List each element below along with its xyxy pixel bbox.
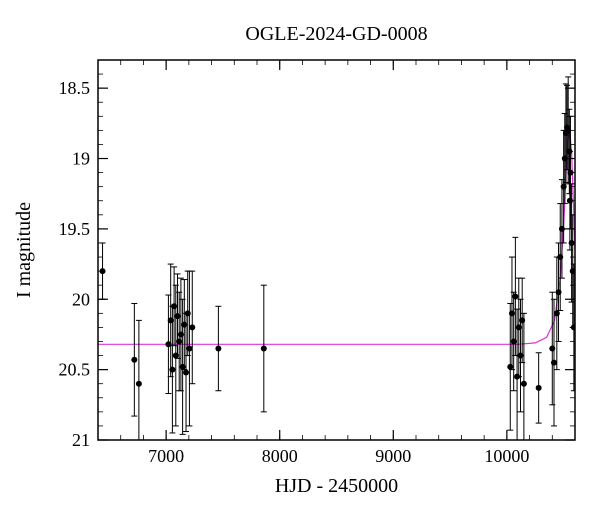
data-point — [521, 381, 527, 387]
data-point — [136, 381, 142, 387]
y-tick-label: 19 — [72, 149, 90, 169]
y-tick-label: 19.5 — [59, 219, 91, 239]
y-axis-label: I magnitude — [13, 202, 35, 298]
data-point — [512, 293, 518, 299]
y-tick-label: 20.5 — [59, 360, 91, 380]
data-point — [189, 324, 195, 330]
chart-title: OGLE-2024-GD-0008 — [245, 23, 427, 45]
data-point — [551, 360, 557, 366]
data-point — [131, 357, 137, 363]
data-point — [215, 346, 221, 352]
data-point — [183, 369, 189, 375]
light-curve-chart: 7000 8000 9000 10000 18.5 19 19.5 20 20.5 21 OGLE-… — [0, 0, 600, 512]
x-tick-label: 9000 — [375, 446, 411, 466]
y-tick-label: 18.5 — [59, 78, 91, 98]
data-point — [186, 346, 192, 352]
data-point — [561, 184, 567, 190]
y-tick-label: 20 — [72, 289, 90, 309]
data-point — [261, 346, 267, 352]
y-tick-label: 21 — [72, 430, 90, 450]
chart-container: 7000 8000 9000 10000 18.5 19 19.5 20 20.5 21 OGLE-… — [0, 0, 600, 512]
x-axis-label: HJD - 2450000 — [275, 475, 398, 497]
data-point — [536, 385, 542, 391]
x-tick-label: 10000 — [484, 446, 529, 466]
x-tick-label: 7000 — [148, 446, 184, 466]
x-tick-label: 8000 — [262, 446, 298, 466]
data-point — [169, 367, 175, 373]
